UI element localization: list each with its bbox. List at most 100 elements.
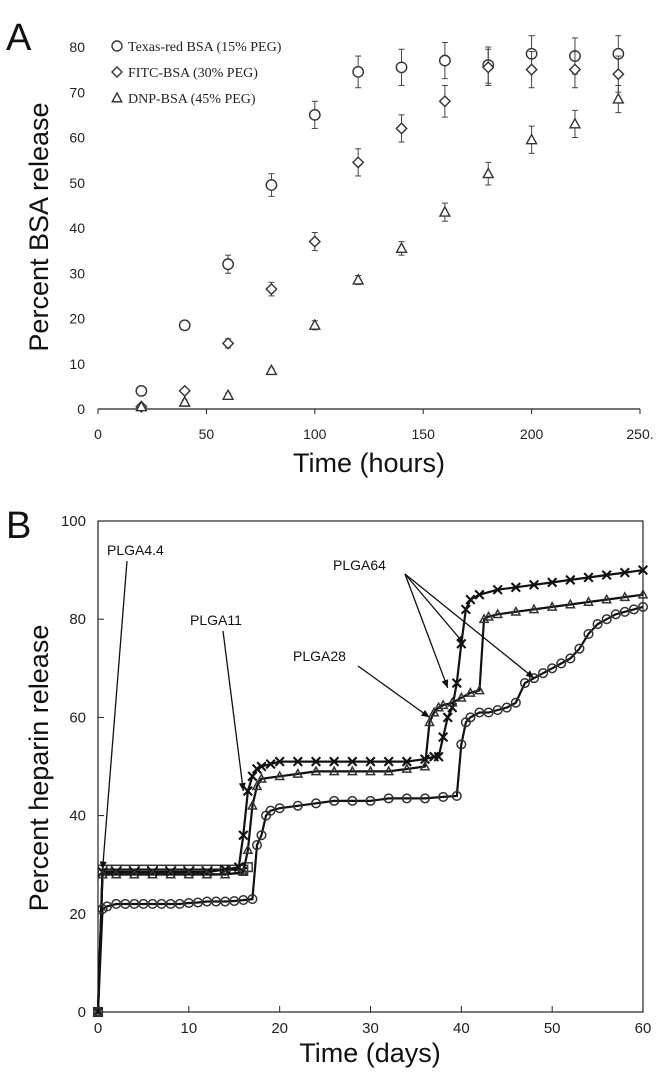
panel-a-point-shape bbox=[395, 241, 408, 253]
panel-b-point-shape bbox=[433, 701, 444, 712]
panel-b-arrow-head bbox=[456, 635, 465, 644]
panel-b-point-shape bbox=[347, 795, 358, 806]
panel-b-point-shape bbox=[619, 606, 630, 617]
panel-b-point-shape bbox=[437, 699, 449, 710]
panel-b-point-shape bbox=[478, 613, 490, 624]
panel-b-y-tick-label: 80 bbox=[69, 611, 86, 628]
panel-b-point bbox=[419, 760, 431, 771]
panel-a-point bbox=[308, 235, 321, 248]
panel-a-point bbox=[265, 363, 278, 376]
panel-b-point-shape bbox=[328, 765, 340, 776]
panel-b-x-tick-label: 50 bbox=[544, 1020, 561, 1037]
panel-b-annotation-arrow bbox=[404, 573, 449, 689]
panel-b-point bbox=[383, 756, 394, 767]
panel-b-point-shape bbox=[538, 668, 549, 679]
panel-b-point bbox=[401, 793, 412, 804]
panel-a-y-tick-label: 40 bbox=[69, 220, 85, 236]
panel-b-point bbox=[424, 716, 435, 727]
panel-b-point-shape bbox=[310, 798, 322, 809]
panel-b-point bbox=[401, 756, 412, 767]
panel-a-point bbox=[351, 156, 365, 169]
panel-b-point bbox=[102, 901, 113, 912]
panel-a-point bbox=[395, 241, 408, 253]
panel-a-point-shape bbox=[178, 395, 191, 407]
panel-b-series bbox=[92, 565, 649, 1018]
panel-b-point-shape bbox=[528, 579, 540, 590]
panel-a-legend-item: DNP-BSA (45% PEG) bbox=[111, 91, 256, 107]
panel-a-series-3 bbox=[135, 84, 625, 412]
panel-a-point bbox=[265, 179, 278, 191]
panel-b-point bbox=[637, 601, 649, 612]
panel-b-series-line bbox=[96, 605, 644, 1013]
panel-b-point-shape bbox=[292, 767, 304, 778]
panel-b-point bbox=[547, 577, 558, 588]
panel-a-x-tick-label: 200 bbox=[520, 426, 544, 442]
panel-a-point-shape bbox=[438, 95, 452, 108]
panel-a-legend-label: DNP-BSA (45% PEG) bbox=[128, 92, 256, 107]
panel-b-point bbox=[451, 790, 462, 802]
panel-a-point-shape bbox=[612, 92, 625, 104]
panel-b-point-shape bbox=[583, 596, 594, 606]
panel-b-x-ticks: 0 10 20 30 40 50 60 bbox=[94, 1006, 651, 1037]
panel-b-point-shape bbox=[628, 604, 639, 615]
panel-b-point bbox=[456, 739, 467, 750]
panel-b-arrow-head bbox=[421, 709, 430, 718]
panel-a-point-shape bbox=[395, 122, 408, 135]
panel-b-point bbox=[165, 868, 177, 879]
panel-b-y-tick-label: 60 bbox=[69, 709, 86, 726]
panel-a-point bbox=[178, 384, 191, 398]
panel-b-annotations: PLGA4.4 PLGA11 PLGA28 PLGA64 bbox=[99, 542, 535, 870]
panel-b-arrow-head bbox=[99, 861, 107, 870]
panel-a-point-shape bbox=[135, 400, 148, 412]
panel-b-point-shape bbox=[401, 793, 412, 804]
panel-b-point-shape bbox=[310, 765, 322, 776]
panel-a-point-shape bbox=[265, 282, 278, 296]
panel-a-x-tick-label: 250. bbox=[626, 426, 653, 442]
panel-b-point-shape bbox=[102, 901, 113, 912]
panel-a-point-shape bbox=[308, 235, 321, 248]
panel-b-point bbox=[583, 596, 594, 606]
panel-a-x-axis-title: Time (hours) bbox=[293, 448, 445, 478]
panel-b-point-shape bbox=[347, 756, 358, 767]
panel-b-point-shape bbox=[433, 751, 444, 762]
panel-b-point-shape bbox=[492, 608, 504, 619]
panel-b-point bbox=[247, 894, 258, 905]
panel-b-point-shape bbox=[442, 712, 453, 723]
panel-b-point-shape bbox=[637, 601, 649, 612]
panel-b-point bbox=[574, 643, 585, 654]
panel-b-point bbox=[465, 712, 476, 723]
panel-b-point bbox=[292, 767, 304, 778]
panel-b-point-shape bbox=[201, 868, 213, 879]
panel-b-point-shape bbox=[401, 756, 412, 767]
panel-b-x-axis-title: Time (days) bbox=[299, 1038, 441, 1068]
panel-b-point-shape bbox=[292, 756, 303, 767]
panel-a-point bbox=[612, 67, 625, 81]
panel-b-point-shape bbox=[274, 803, 285, 814]
panel-a-point-shape bbox=[482, 61, 495, 74]
panel-a-point bbox=[178, 319, 191, 332]
panel-b-point bbox=[478, 613, 490, 624]
panel-b-point bbox=[292, 756, 303, 767]
panel-b-point-shape bbox=[383, 793, 394, 804]
panel-b-series-plga64 bbox=[92, 601, 649, 1018]
panel-a-x-tick-label: 50 bbox=[199, 426, 215, 442]
panel-b-point bbox=[610, 609, 621, 620]
panel-a-legend-marker-shape bbox=[111, 91, 123, 103]
panel-b-arrow-head bbox=[525, 670, 534, 679]
panel-a-point-shape bbox=[482, 167, 495, 179]
panel-b-point-shape bbox=[601, 593, 613, 604]
panel-a-point-shape bbox=[135, 384, 148, 397]
panel-a-point bbox=[482, 61, 495, 74]
panel-b-point-shape bbox=[251, 780, 263, 791]
panel-b-point bbox=[329, 795, 340, 806]
panel-b-point-shape bbox=[483, 610, 494, 621]
panel-b-point bbox=[601, 593, 613, 604]
panel-b-point bbox=[619, 606, 630, 617]
panel-b-point bbox=[465, 594, 476, 605]
panel-b-annotation-arrow bbox=[357, 665, 430, 718]
panel-a-point bbox=[352, 273, 365, 285]
panel-b-point bbox=[310, 798, 322, 809]
panel-b-point bbox=[442, 712, 453, 723]
panel-b-point bbox=[329, 756, 340, 767]
panel-b-point-shape bbox=[92, 1006, 104, 1018]
